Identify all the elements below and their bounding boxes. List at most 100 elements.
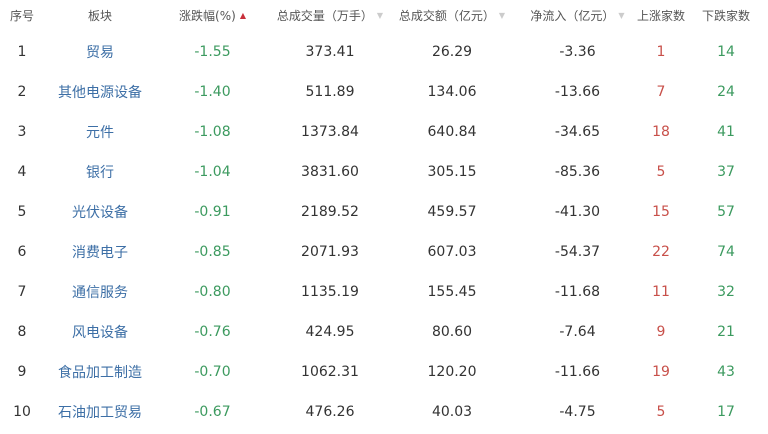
sector-link[interactable]: 石油加工贸易 (58, 405, 142, 421)
header-down-count: 下跌家数 (701, 8, 750, 23)
down-count: 43 (717, 364, 735, 380)
net-inflow: -11.68 (554, 284, 601, 300)
down-count: 21 (717, 324, 735, 340)
table-row[interactable]: 9 食品加工制造 -0.70 1062.31 120.20 -11.66 19 43 (0, 352, 768, 392)
row-index: 9 (17, 364, 27, 380)
volume: 1373.84 (301, 124, 359, 140)
up-count: 15 (652, 204, 670, 220)
net-inflow: -3.36 (559, 44, 596, 60)
volume: 3831.60 (301, 164, 359, 180)
change-pct: -1.04 (194, 164, 231, 180)
header-label: 涨跌幅(%) (179, 8, 236, 23)
volume: 2189.52 (301, 204, 359, 220)
row-index: 8 (17, 324, 27, 340)
header-index: 序号 (9, 8, 34, 23)
volume: 1062.31 (301, 364, 359, 380)
sort-desc-icon[interactable]: ▼ (376, 10, 384, 20)
down-count: 32 (717, 284, 735, 300)
down-count: 37 (717, 164, 735, 180)
up-count: 18 (652, 124, 670, 140)
up-count: 1 (656, 44, 666, 60)
sector-link[interactable]: 消费电子 (72, 245, 128, 261)
table-row[interactable]: 1 贸易 -1.55 373.41 26.29 -3.36 1 14 (0, 32, 768, 72)
header-sector: 板块 (87, 8, 112, 23)
table-row[interactable]: 6 消费电子 -0.85 2071.93 607.03 -54.37 22 74 (0, 232, 768, 272)
change-pct: -1.40 (194, 84, 231, 100)
header-volume[interactable]: 总成交量（万手） ▼ (270, 0, 390, 30)
down-count: 57 (717, 204, 735, 220)
up-count: 5 (656, 404, 666, 420)
table-row[interactable]: 10 石油加工贸易 -0.67 476.26 40.03 -4.75 5 17 (0, 392, 768, 432)
sort-asc-icon[interactable]: ▲ (239, 10, 246, 20)
row-index: 10 (13, 404, 31, 420)
row-index: 1 (17, 44, 27, 60)
amount: 26.29 (431, 44, 473, 60)
table-row[interactable]: 3 元件 -1.08 1373.84 640.84 -34.65 18 41 (0, 112, 768, 152)
change-pct: -1.08 (194, 124, 231, 140)
header-amount[interactable]: 总成交额（亿元） ▼ (392, 0, 512, 30)
table-row[interactable]: 7 通信服务 -0.80 1135.19 155.45 -11.68 11 32 (0, 272, 768, 312)
header-change[interactable]: 涨跌幅(%) ▲ (165, 0, 260, 30)
amount: 134.06 (427, 84, 477, 100)
table-row[interactable]: 2 其他电源设备 -1.40 511.89 134.06 -13.66 7 24 (0, 72, 768, 112)
sector-link[interactable]: 通信服务 (72, 285, 128, 301)
amount: 120.20 (427, 364, 477, 380)
net-inflow: -11.66 (554, 364, 601, 380)
change-pct: -0.67 (194, 404, 231, 420)
sector-link[interactable]: 食品加工制造 (58, 365, 142, 381)
header-label: 总成交额（亿元） (398, 8, 495, 23)
sector-link[interactable]: 贸易 (86, 45, 114, 61)
sort-desc-icon[interactable]: ▼ (498, 10, 506, 20)
row-index: 7 (17, 284, 27, 300)
volume: 476.26 (305, 404, 355, 420)
sector-link[interactable]: 其他电源设备 (58, 85, 142, 101)
row-index: 6 (17, 244, 27, 260)
header-label: 净流入（亿元） (530, 8, 615, 23)
amount: 305.15 (427, 164, 477, 180)
net-inflow: -85.36 (554, 164, 601, 180)
down-count: 24 (717, 84, 735, 100)
volume: 373.41 (305, 44, 355, 60)
table-row[interactable]: 5 光伏设备 -0.91 2189.52 459.57 -41.30 15 57 (0, 192, 768, 232)
up-count: 5 (656, 164, 666, 180)
table-row[interactable]: 4 银行 -1.04 3831.60 305.15 -85.36 5 37 (0, 152, 768, 192)
sector-link[interactable]: 风电设备 (72, 325, 128, 341)
sector-link[interactable]: 银行 (86, 165, 114, 181)
volume: 1135.19 (301, 284, 359, 300)
up-count: 19 (652, 364, 670, 380)
volume: 2071.93 (301, 244, 359, 260)
net-inflow: -13.66 (554, 84, 601, 100)
net-inflow: -7.64 (559, 324, 596, 340)
amount: 155.45 (427, 284, 477, 300)
change-pct: -1.55 (194, 44, 231, 60)
header-up-count: 上涨家数 (636, 8, 685, 23)
sector-link[interactable]: 元件 (86, 125, 114, 141)
down-count: 17 (717, 404, 735, 420)
row-index: 2 (17, 84, 27, 100)
amount: 607.03 (427, 244, 477, 260)
up-count: 7 (656, 84, 666, 100)
amount: 640.84 (427, 124, 477, 140)
change-pct: -0.70 (194, 364, 231, 380)
amount: 40.03 (431, 404, 473, 420)
down-count: 14 (717, 44, 735, 60)
net-inflow: -4.75 (559, 404, 596, 420)
down-count: 74 (717, 244, 735, 260)
sector-link[interactable]: 光伏设备 (72, 205, 128, 221)
header-label: 总成交量（万手） (276, 8, 373, 23)
net-inflow: -54.37 (554, 244, 601, 260)
row-index: 3 (17, 124, 27, 140)
sort-desc-icon[interactable]: ▼ (618, 10, 625, 20)
up-count: 9 (656, 324, 666, 340)
table-row[interactable]: 8 风电设备 -0.76 424.95 80.60 -7.64 9 21 (0, 312, 768, 352)
change-pct: -0.91 (194, 204, 231, 220)
header-inflow[interactable]: 净流入（亿元） ▼ (515, 0, 640, 30)
change-pct: -0.80 (194, 284, 231, 300)
row-index: 5 (17, 204, 27, 220)
down-count: 41 (717, 124, 735, 140)
up-count: 22 (652, 244, 670, 260)
change-pct: -0.85 (194, 244, 231, 260)
net-inflow: -34.65 (554, 124, 601, 140)
amount: 80.60 (431, 324, 473, 340)
amount: 459.57 (427, 204, 477, 220)
